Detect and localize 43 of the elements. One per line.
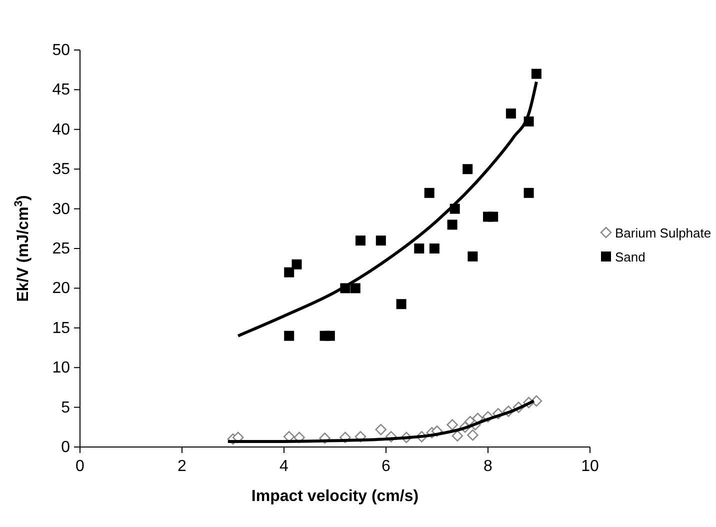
y-tick-label: 0 xyxy=(61,439,70,456)
point xyxy=(324,330,335,341)
y-tick-label: 25 xyxy=(52,240,70,258)
y-tick-label: 20 xyxy=(52,280,70,298)
legend-label: Sand xyxy=(615,250,646,264)
point xyxy=(531,68,542,79)
point xyxy=(350,283,360,294)
x-tick-label: 0 xyxy=(76,458,85,475)
point xyxy=(396,299,406,310)
point xyxy=(284,330,294,341)
x-tick-label: 6 xyxy=(382,458,391,475)
x-tick-label: 8 xyxy=(484,458,493,475)
point xyxy=(375,424,387,436)
point xyxy=(376,236,386,246)
point xyxy=(506,108,516,119)
x-axis-title: Impact velocity (cm/s) xyxy=(251,488,419,505)
point xyxy=(467,429,478,441)
x-tick-label: 2 xyxy=(178,458,187,475)
point xyxy=(468,251,478,262)
y-tick-label: 50 xyxy=(52,42,70,59)
y-tick-label: 5 xyxy=(61,399,70,416)
point xyxy=(462,164,473,174)
point xyxy=(356,236,366,246)
point xyxy=(447,220,458,230)
legend-label: Barium Sulphate xyxy=(615,226,712,240)
y-tick-label: 45 xyxy=(52,82,70,99)
y-tick-label: 30 xyxy=(52,200,70,218)
point xyxy=(424,188,434,198)
y-tick-label: 10 xyxy=(52,360,70,377)
x-tick-label: 4 xyxy=(280,458,289,475)
x-tick-label: 10 xyxy=(581,458,599,475)
point xyxy=(284,267,294,278)
point xyxy=(446,419,458,430)
line-series xyxy=(236,80,538,338)
point xyxy=(452,430,464,442)
y-tick-label: 15 xyxy=(52,320,70,337)
point xyxy=(414,244,424,254)
point xyxy=(488,212,498,222)
point xyxy=(292,259,302,270)
y-tick-label: 35 xyxy=(52,161,70,178)
point xyxy=(429,244,440,254)
y-tick-label: 40 xyxy=(52,121,70,138)
point xyxy=(524,188,534,198)
